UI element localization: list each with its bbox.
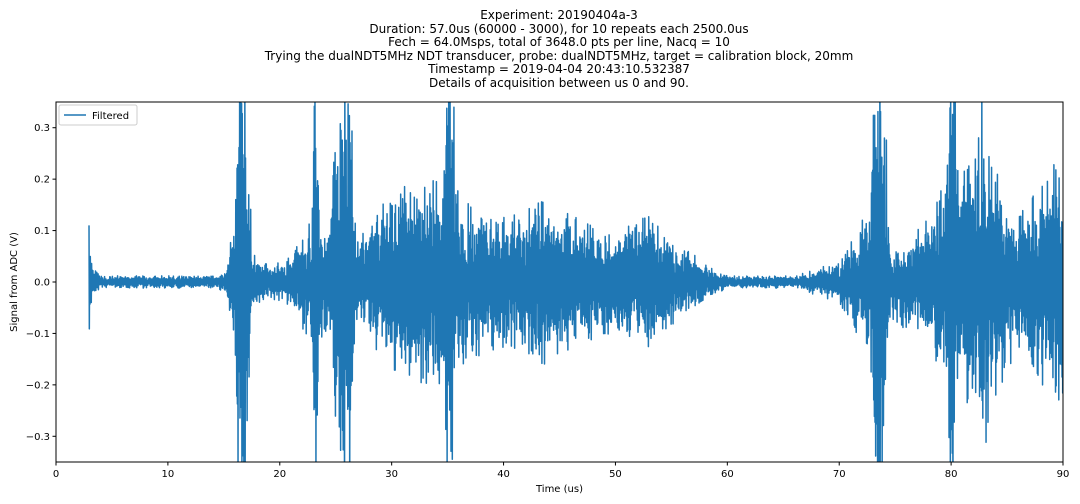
title-line-3: Fech = 64.0Msps, total of 3648.0 pts per…	[388, 35, 730, 50]
y-tick-label: 0.2	[34, 175, 50, 186]
x-axis: 0 10 20 30 40 50 60 70 80 90	[53, 462, 1070, 480]
x-tick-label: 80	[945, 469, 958, 480]
x-tick-label: 30	[385, 469, 398, 480]
x-tick-label: 90	[1057, 469, 1070, 480]
y-tick-label: 0.3	[34, 123, 50, 134]
y-tick-label: −0.3	[26, 432, 50, 443]
x-tick-label: 60	[721, 469, 734, 480]
x-tick-label: 20	[273, 469, 286, 480]
title-line-5: Timestamp = 2019-04-04 20:43:10.532387	[428, 62, 690, 77]
title-line-1: Experiment: 20190404a-3	[480, 8, 638, 22]
plot-area	[88, 102, 1063, 462]
x-tick-label: 50	[609, 469, 622, 480]
chart-title: Experiment: 20190404a-3 Duration: 57.0us…	[0, 8, 1080, 91]
legend-label-filtered: Filtered	[92, 111, 129, 122]
x-tick-label: 40	[497, 469, 510, 480]
legend-box	[58, 104, 138, 126]
y-tick-label: −0.1	[26, 329, 50, 340]
series-line-filtered	[88, 102, 1063, 462]
title-line-2: Duration: 57.0us (60000 - 3000), for 10 …	[369, 21, 749, 36]
title-line-6: Details of acquisition between us 0 and …	[429, 75, 689, 90]
y-axis-label: Signal from ADC (V)	[9, 232, 20, 332]
title-line-4: Trying the dualNDT5MHz NDT transducer, p…	[264, 48, 854, 63]
y-tick-label: −0.2	[26, 380, 50, 391]
y-tick-label: 0.0	[34, 278, 50, 289]
y-axis: 0.3 0.2 0.1 0.0 −0.1 −0.2 −0.3	[26, 123, 56, 443]
x-tick-label: 70	[833, 469, 846, 480]
y-tick-label: 0.1	[34, 226, 50, 237]
x-tick-label: 10	[162, 469, 175, 480]
x-tick-label: 0	[53, 469, 59, 480]
x-axis-label: Time (us)	[535, 484, 583, 495]
legend: Filtered	[58, 104, 138, 126]
